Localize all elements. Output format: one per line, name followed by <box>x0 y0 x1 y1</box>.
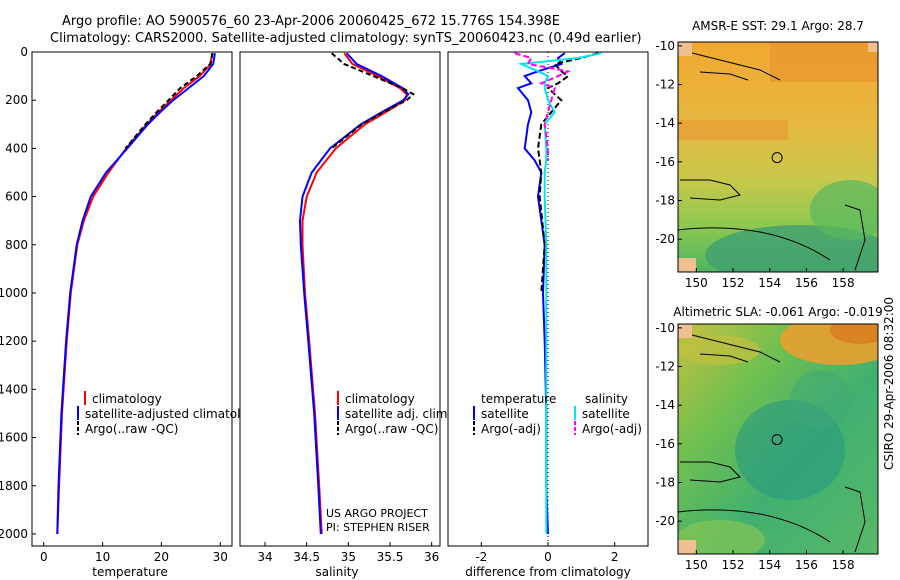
temperature-legend: climatology satellite-adjusted climatolo… <box>77 391 263 436</box>
sst-map-title: AMSR-E SST: 29.1 Argo: 28.7 <box>692 19 864 33</box>
lat-tick-label: -20 <box>655 232 675 246</box>
difference-plot-area <box>514 52 602 535</box>
temperature-axes-frame <box>31 51 233 547</box>
sla-map-panel: Altimetric SLA: -0.061 Argo: -0.019 -10-… <box>655 305 882 572</box>
legend-label-argo: Argo(..raw -QC) <box>85 422 178 436</box>
sst-map-frame <box>677 41 879 273</box>
salinity-ticks: 34 34.5 35 35.5 36 <box>257 542 439 564</box>
lon-tick-label: 158 <box>832 558 855 572</box>
lon-tick-label: 152 <box>722 276 745 290</box>
y-tick-label: 600 <box>5 190 28 204</box>
salinity-legend: climatology satellite adj. clim. Argo(..… <box>337 391 451 436</box>
sla-map-frame <box>677 323 879 555</box>
difference-ticks: -2 0 2 <box>475 542 618 564</box>
x-tick-label: 35 <box>341 550 356 564</box>
lon-tick-label: 152 <box>722 558 745 572</box>
lat-tick-label: -18 <box>655 475 675 489</box>
lon-tick-label: 150 <box>685 558 708 572</box>
lon-tick-label: 150 <box>685 276 708 290</box>
x-tick-label: 36 <box>424 550 439 564</box>
lat-tick-label: -18 <box>655 193 675 207</box>
x-tick-label: 30 <box>213 550 228 564</box>
lat-tick-label: -12 <box>655 360 675 374</box>
legend-title-salinity: salinity <box>585 392 628 406</box>
difference-panel: -2 0 2 difference from climatology tempera… <box>447 51 649 579</box>
legend-label-temp-satellite: satellite <box>481 407 529 421</box>
y-tick-label: 800 <box>5 238 28 252</box>
salinity-panel: 34 34.5 35 35.5 36 salinity climatology sate… <box>239 51 451 579</box>
y-tick-label: 1000 <box>0 286 28 300</box>
temperature-panel: 0 10 20 30 0 200 400 600 800 1000 1200 1400 1600 1800… <box>0 45 263 579</box>
x-tick-label: 35.5 <box>377 550 404 564</box>
y-tick-label: 1600 <box>0 431 28 445</box>
y-tick-label: 0 <box>20 45 28 59</box>
difference-xlabel: difference from climatology <box>465 565 631 579</box>
sst-map-image <box>678 42 878 272</box>
lon-tick-label: 156 <box>795 558 818 572</box>
temperature-xlabel: temperature <box>92 565 167 579</box>
lat-tick-label: -12 <box>655 78 675 92</box>
float-location-marker <box>771 434 783 446</box>
lon-tick-label: 154 <box>758 276 781 290</box>
legend-label-sal-argo: Argo(-adj) <box>582 422 642 436</box>
legend-label-satellite: satellite adj. clim. <box>345 407 451 421</box>
lat-tick-label: -14 <box>655 398 675 412</box>
x-tick-label: 2 <box>611 550 619 564</box>
salinity-axes-frame <box>239 51 441 547</box>
sla-map-image <box>678 324 878 554</box>
lon-tick-label: 156 <box>795 276 818 290</box>
legend-label-temp-argo: Argo(-adj) <box>481 422 541 436</box>
legend-label-argo: Argo(..raw -QC) <box>345 422 438 436</box>
y-tick-label: 2000 <box>0 527 28 541</box>
csiro-timestamp: CSIRO 29-Apr-2006 08:32:00 <box>882 297 896 470</box>
difference-legend: temperature salinity satellite Argo(-adj… <box>473 392 642 436</box>
x-tick-label: -2 <box>475 550 487 564</box>
salinity-xlabel: salinity <box>315 565 358 579</box>
x-tick-label: 0 <box>544 550 552 564</box>
series-line-temperature-satellite <box>516 52 566 535</box>
figure-title-line1: Argo profile: AO 5900576_60 23-Apr-2006 … <box>62 14 560 29</box>
series-line-argo-raw-qc- <box>331 52 415 150</box>
lat-tick-label: -14 <box>655 116 675 130</box>
lon-tick-label: 154 <box>758 558 781 572</box>
x-tick-label: 0 <box>40 550 48 564</box>
difference-axes-frame <box>447 51 649 547</box>
y-tick-label: 1200 <box>0 334 28 348</box>
temperature-ticks: 0 10 20 30 0 200 400 600 800 1000 1200 1400 1600 1800… <box>0 45 228 564</box>
sst-map-panel: AMSR-E SST: 29.1 Argo: 28.7 -10 -12 -14 -16… <box>655 19 879 290</box>
salinity-plot-area <box>298 52 415 535</box>
lat-tick-label: -10 <box>655 321 675 335</box>
project-note: US ARGO PROJECT <box>326 507 428 520</box>
lat-tick-label: -16 <box>655 155 675 169</box>
figure-title-line2: Climatology: CARS2000. Satellite-adjuste… <box>50 31 642 46</box>
pi-note: PI: STEPHEN RISER <box>326 521 430 534</box>
series-line-temperature-argo-adj- <box>536 52 599 294</box>
y-tick-label: 400 <box>5 141 28 155</box>
legend-label-climatology: climatology <box>92 392 162 406</box>
series-line-satellite-adjusted-climatology <box>56 53 216 535</box>
legend-label-sal-satellite: satellite <box>582 407 630 421</box>
temperature-plot-area <box>56 52 216 535</box>
sla-map-title: Altimetric SLA: -0.061 Argo: -0.019 <box>673 305 882 319</box>
x-tick-label: 34 <box>257 550 272 564</box>
legend-label-climatology: climatology <box>345 392 415 406</box>
sla-map-ticks: -10 -12 -14 -16 -18 -20 150 152 154 156 158 <box>655 321 854 572</box>
float-location-marker <box>771 152 783 164</box>
x-tick-label: 20 <box>154 550 169 564</box>
series-line-argo-raw-qc- <box>124 52 214 150</box>
lat-tick-label: -20 <box>655 514 675 528</box>
y-tick-label: 200 <box>5 93 28 107</box>
x-tick-label: 34.5 <box>293 550 320 564</box>
series-line-salinity-argo-adj- <box>514 52 572 161</box>
lon-tick-label: 158 <box>832 276 855 290</box>
sst-map-ticks: -10 -12 -14 -16 -18 -20 150 152 154 156 158 <box>655 39 854 290</box>
y-tick-label: 1800 <box>0 479 28 493</box>
legend-label-satellite: satellite-adjusted climatology <box>85 407 263 421</box>
legend-title-temperature: temperature <box>481 392 556 406</box>
lat-tick-label: -10 <box>655 39 675 53</box>
x-tick-label: 10 <box>95 550 110 564</box>
lat-tick-label: -16 <box>655 437 675 451</box>
y-tick-label: 1400 <box>0 382 28 396</box>
